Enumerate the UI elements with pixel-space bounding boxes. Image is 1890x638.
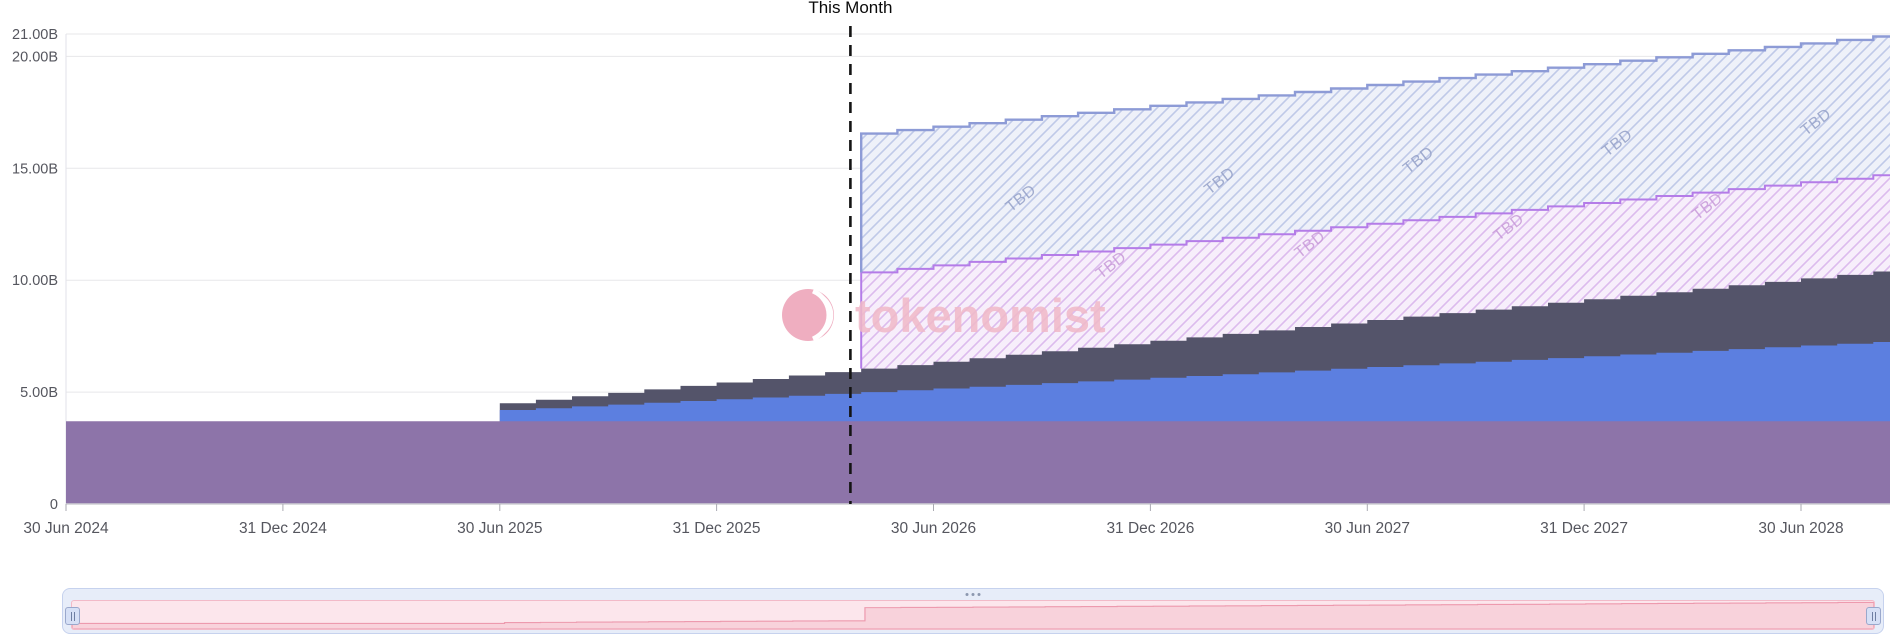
datazoom-left-handle[interactable] [65,607,80,625]
y-axis-label: 21.00B [12,27,58,43]
datazoom-grip-icon[interactable] [965,593,981,596]
y-axis-label: 20.00B [12,49,58,65]
this-month-label: This Month [808,0,893,17]
x-axis-label: 30 Jun 2026 [891,520,976,537]
x-axis-label: 31 Dec 2024 [239,520,327,537]
datazoom-right-handle[interactable] [1866,607,1881,625]
series-tbd-purple-border [860,174,1890,369]
x-axis-label: 31 Dec 2026 [1106,520,1194,537]
x-axis-label: 31 Dec 2027 [1540,520,1628,537]
x-axis-label: 30 Jun 2027 [1325,520,1410,537]
datazoom-selected-range[interactable] [71,600,1875,630]
x-axis-label: 31 Dec 2025 [673,520,761,537]
y-axis-label: 5.00B [20,385,58,401]
x-axis-label: 30 Jun 2028 [1758,520,1843,537]
datazoom-shadow-area [72,601,1874,629]
x-axis-label: 30 Jun 2025 [457,520,542,537]
y-axis-label: 15.00B [12,161,58,177]
series-allocation-purple-area[interactable] [66,421,1890,504]
datazoom-slider[interactable] [62,588,1884,634]
y-axis-label: 10.00B [12,273,58,289]
series-tbd-blue-border [860,35,1890,273]
x-axis-label: 30 Jun 2024 [23,520,109,537]
y-axis-label: 0 [50,497,58,513]
datazoom-data-shadow [72,601,1874,629]
unlock-area-chart[interactable]: 30 Jun 2024 31 Dec 2024 30 Jun 2025 31 Dec … [0,0,1890,556]
